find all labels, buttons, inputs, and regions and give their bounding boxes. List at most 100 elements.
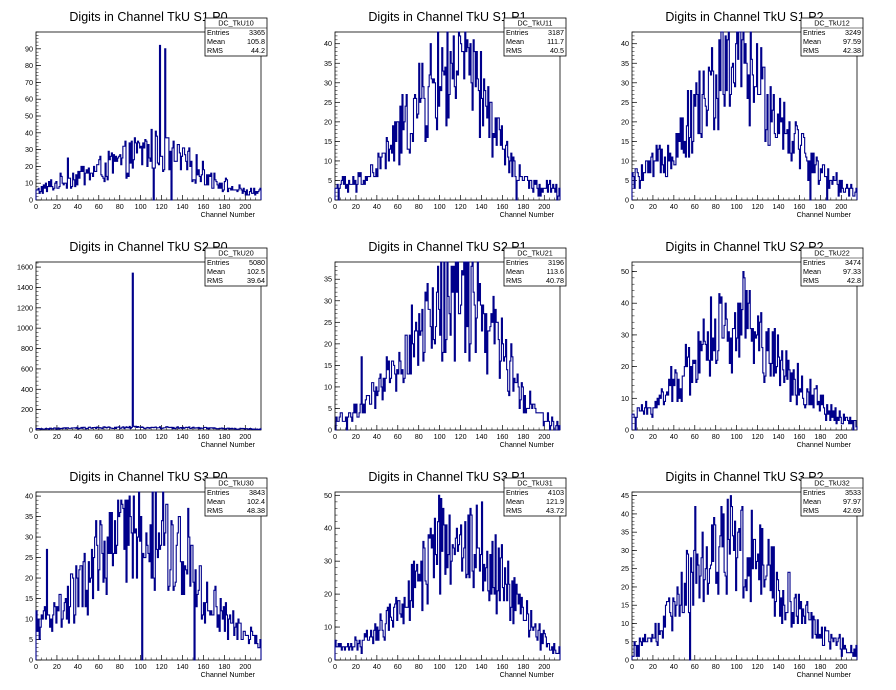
y-tick-label: 35 <box>25 512 33 521</box>
x-tick-label: 140 <box>177 432 189 441</box>
chart-title: Digits in Channel TkU S2 P2 <box>665 240 823 254</box>
x-tick-label: 200 <box>835 662 847 671</box>
stats-box-name: DC_TkU32 <box>814 479 850 488</box>
x-tick-label: 60 <box>95 202 103 211</box>
plot-frame <box>35 491 262 661</box>
stats-value: 102.5 <box>247 267 265 276</box>
stats-label: Mean <box>207 267 225 276</box>
x-tick-label: 180 <box>517 202 529 211</box>
stats-box-name: DC_TkU22 <box>814 249 850 258</box>
x-tick-label: 160 <box>496 662 508 671</box>
x-tick-label: 60 <box>394 432 402 441</box>
stats-label: RMS <box>207 506 223 515</box>
x-tick-label: 120 <box>156 662 168 671</box>
x-tick-label: 100 <box>135 662 147 671</box>
x-tick-label: 120 <box>455 432 467 441</box>
x-tick-label: 80 <box>116 202 124 211</box>
y-tick-label: 10 <box>621 394 629 403</box>
y-tick-label: 35 <box>324 59 332 68</box>
x-tick-label: 100 <box>434 662 446 671</box>
y-tick-label: 60 <box>25 95 33 104</box>
x-axis-label: Channel Number <box>797 670 852 679</box>
stats-value: 121.9 <box>546 497 564 506</box>
x-tick-label: 140 <box>177 202 189 211</box>
x-axis-label: Channel Number <box>201 210 256 219</box>
x-tick-label: 180 <box>218 662 230 671</box>
y-tick-label: 40 <box>621 39 629 48</box>
y-tick-label: 40 <box>25 492 33 501</box>
histogram-panel-3: Digits in Channel TkU S1 P20 20 40 60 80 100 1… <box>621 10 864 219</box>
x-tick-label: 160 <box>793 662 805 671</box>
x-tick-label: 40 <box>74 202 82 211</box>
y-tick-label: 25 <box>324 318 332 327</box>
chart-title: Digits in Channel TkU S1 P0 <box>69 10 227 24</box>
plot-frame <box>35 31 262 201</box>
stats-value: 97.97 <box>843 497 861 506</box>
x-tick-label: 80 <box>712 202 720 211</box>
stats-label: Mean <box>506 267 524 276</box>
stats-box-frame <box>204 247 268 287</box>
x-tick-label: 180 <box>517 662 529 671</box>
x-tick-label: 60 <box>394 202 402 211</box>
x-tick-label: 80 <box>116 432 124 441</box>
x-tick-label: 200 <box>538 662 550 671</box>
x-tick-label: 20 <box>53 202 61 211</box>
y-tick-label: 15 <box>25 594 33 603</box>
x-tick-label: 140 <box>476 432 488 441</box>
stats-box-name: DC_TkU10 <box>218 19 254 28</box>
x-tick-label: 20 <box>352 202 360 211</box>
x-tick-label: 40 <box>373 202 381 211</box>
x-tick-label: 140 <box>773 432 785 441</box>
x-tick-label: 140 <box>773 662 785 671</box>
y-tick-label: 30 <box>324 557 332 566</box>
x-axis-label: Channel Number <box>201 670 256 679</box>
y-tick-label: 30 <box>25 145 33 154</box>
stats-label: Entries <box>506 258 529 267</box>
stats-value: 42.69 <box>843 506 861 515</box>
stats-box-name: DC_TkU21 <box>517 249 553 258</box>
y-tick-label: 0 <box>29 196 33 205</box>
histogram-panel-9: Digits in Channel TkU S3 P20 20 40 60 80 100 1… <box>621 470 864 679</box>
stats-label: RMS <box>207 46 223 55</box>
x-tick-label: 140 <box>476 662 488 671</box>
y-tick-label: 30 <box>621 330 629 339</box>
stats-value: 39.64 <box>247 276 265 285</box>
x-tick-label: 80 <box>712 432 720 441</box>
x-tick-label: 200 <box>538 432 550 441</box>
y-tick-label: 10 <box>324 156 332 165</box>
y-tick-label: 20 <box>621 117 629 126</box>
histogram-series <box>35 491 262 661</box>
x-tick-label: 20 <box>352 662 360 671</box>
stats-label: Entries <box>506 488 529 497</box>
x-tick-label: 0 <box>34 202 38 211</box>
x-tick-label: 200 <box>538 202 550 211</box>
y-tick-label: 45 <box>621 491 629 500</box>
stats-box-frame <box>204 17 268 57</box>
x-tick-label: 140 <box>177 662 189 671</box>
stats-value: 3365 <box>249 28 265 37</box>
stats-label: RMS <box>803 46 819 55</box>
y-tick-label: 40 <box>25 128 33 137</box>
x-tick-label: 60 <box>394 662 402 671</box>
chart-title: Digits in Channel TkU S3 P1 <box>368 470 526 484</box>
stats-value: 3196 <box>548 258 564 267</box>
stats-label: RMS <box>207 276 223 285</box>
y-tick-label: 10 <box>324 382 332 391</box>
x-tick-label: 120 <box>156 202 168 211</box>
x-tick-label: 0 <box>34 662 38 671</box>
y-tick-label: 1000 <box>17 324 33 333</box>
stats-value: 4103 <box>548 488 564 497</box>
x-tick-label: 40 <box>670 202 678 211</box>
stats-value: 40.5 <box>550 46 564 55</box>
stats-label: RMS <box>803 506 819 515</box>
y-tick-label: 35 <box>621 59 629 68</box>
stats-label: Mean <box>207 37 225 46</box>
stats-value: 48.38 <box>247 506 265 515</box>
stats-value: 44.2 <box>251 46 265 55</box>
x-axis-label: Channel Number <box>797 210 852 219</box>
x-tick-label: 0 <box>630 432 634 441</box>
y-tick-label: 20 <box>621 362 629 371</box>
